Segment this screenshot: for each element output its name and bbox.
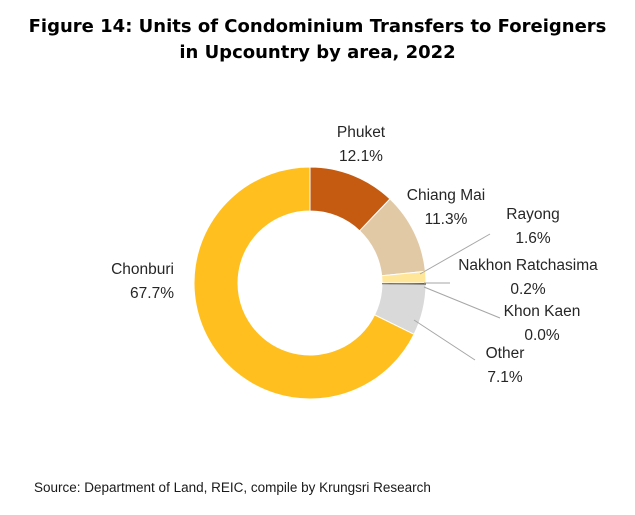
slice-value-rayong: 1.6%: [515, 230, 551, 247]
slice-khon-kaen-line: [381, 283, 426, 285]
chart-title: Figure 14: Units of Condominium Transfer…: [0, 14, 635, 66]
slice-label-chonburi: Chonburi: [111, 261, 174, 278]
leader-line-other: [413, 319, 476, 361]
slice-label-chiang-mai: Chiang Mai: [407, 187, 485, 204]
slice-label-rayong: Rayong: [506, 206, 559, 223]
slice-value-other: 7.1%: [487, 369, 523, 386]
slice-label-nakhon-ratchasima: Nakhon Ratchasima: [458, 257, 598, 274]
slice-value-khon-kaen: 0.0%: [524, 327, 560, 344]
slice-value-chonburi: 67.7%: [130, 285, 174, 302]
slice-value-phuket: 12.1%: [339, 148, 383, 165]
slice-chonburi: [193, 166, 415, 400]
slice-label-other: Other: [486, 345, 525, 362]
donut-slices: [193, 166, 427, 400]
source-note: Source: Department of Land, REIC, compil…: [34, 480, 431, 495]
slice-value-chiang-mai: 11.3%: [425, 211, 468, 228]
slice-value-nakhon-ratchasima: 0.2%: [510, 281, 546, 298]
leader-line-rayong: [419, 233, 491, 275]
slice-label-phuket: Phuket: [337, 124, 386, 141]
chart-title-line-2: in Upcountry by area, 2022: [179, 42, 456, 63]
slice-label-khon-kaen: Khon Kaen: [504, 303, 581, 320]
chart-title-line-1: Figure 14: Units of Condominium Transfer…: [28, 16, 607, 37]
leader-line-khon-kaen: [423, 286, 501, 319]
